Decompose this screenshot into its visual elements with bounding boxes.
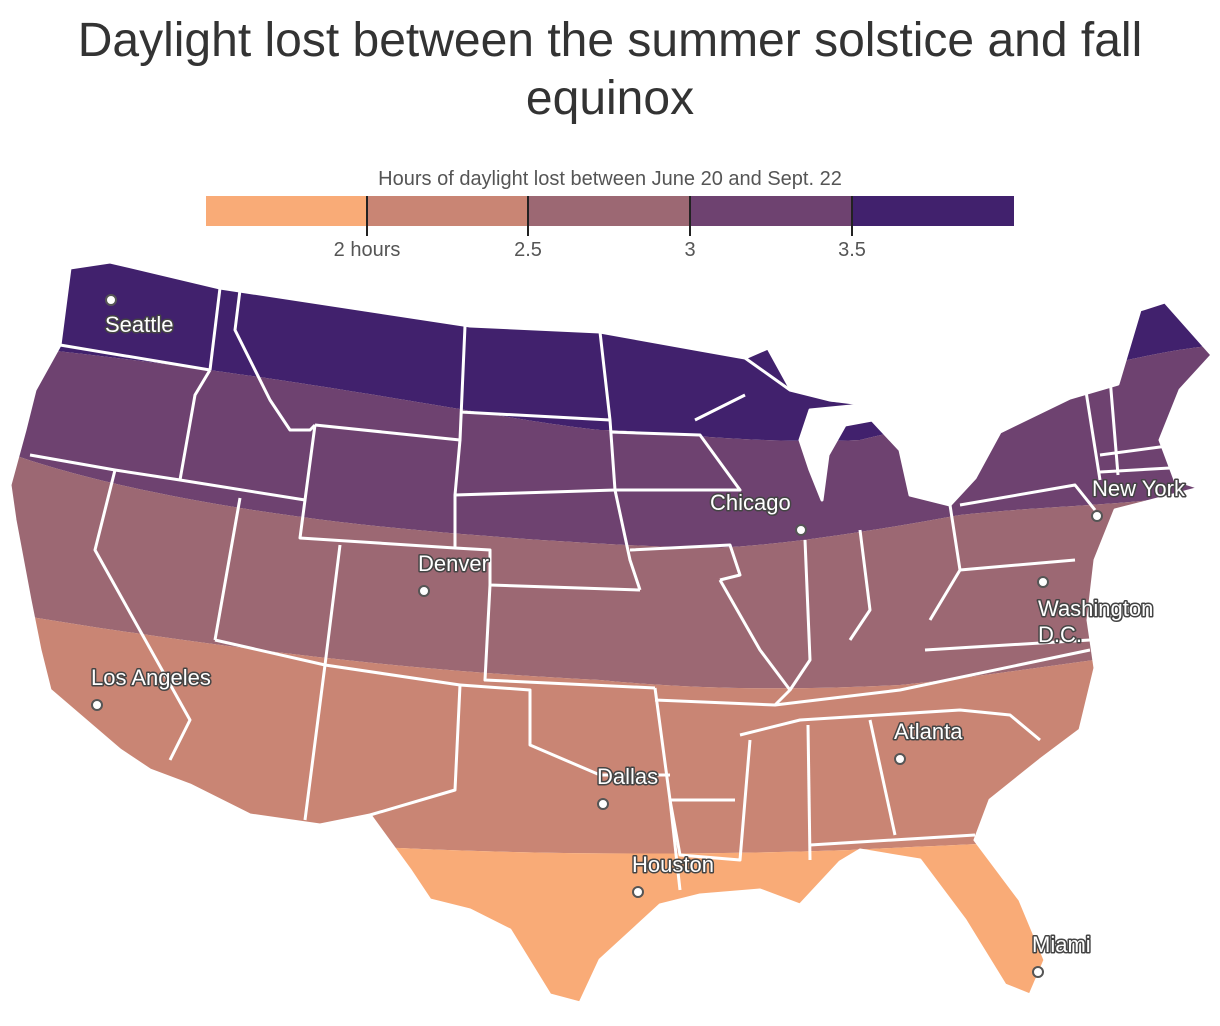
city-washington-dc: Washington D.C. <box>1037 576 1160 649</box>
legend-tick-label-1: 2 hours <box>333 239 401 261</box>
border-in-oh <box>848 529 872 641</box>
border-nd-sd <box>459 410 611 422</box>
border-ny-pa <box>959 483 1097 511</box>
city-markers: Seattle Chicago New York Denver Washingt… <box>90 294 1187 978</box>
border-ok-tx <box>459 683 670 777</box>
border-wa-id <box>208 287 222 371</box>
city-los-angeles: Los Angeles <box>90 664 212 711</box>
legend-tick-4 <box>851 196 853 236</box>
city-label: Denver <box>418 551 489 576</box>
city-dot <box>632 886 644 898</box>
chart-title: Daylight lost between the summer solstic… <box>77 14 1143 125</box>
city-miami: Miami <box>1031 931 1092 978</box>
border-ms-al <box>806 724 812 861</box>
state-borders <box>8 260 1214 1005</box>
city-dot <box>1032 966 1044 978</box>
border-tn-south <box>739 708 1041 742</box>
border-al-ga <box>868 719 897 836</box>
border-il-in <box>788 539 812 691</box>
legend-tick-3 <box>689 196 691 236</box>
city-seattle: Seattle <box>104 294 175 339</box>
city-dot <box>1091 510 1103 522</box>
city-label: New York <box>1092 476 1186 501</box>
legend-title: Hours of daylight lost between June 20 a… <box>378 168 842 190</box>
city-dot <box>597 798 609 810</box>
city-label: Chicago <box>710 490 791 515</box>
city-dot <box>1037 576 1049 588</box>
border-pa-md <box>959 558 1076 572</box>
city-dallas: Dallas <box>596 763 660 810</box>
city-label: Los Angeles <box>91 665 211 690</box>
city-label: Dallas <box>597 764 658 789</box>
legend-tick-2 <box>527 196 529 236</box>
legend-tick-label-2: 2.5 <box>514 239 542 261</box>
city-dot <box>418 585 430 597</box>
city-dot <box>105 294 117 306</box>
band-2.5-to-3-hours <box>10 450 1212 689</box>
city-label-line-2: D.C. <box>1038 622 1082 647</box>
city-dot <box>795 524 807 536</box>
legend-tick-label-3: 3 <box>684 239 696 261</box>
city-label: Seattle <box>105 312 174 337</box>
city-label-line-1: Washington <box>1038 596 1153 621</box>
legend-swatch-1 <box>206 196 368 226</box>
border-wa-or <box>59 343 211 372</box>
border-ne-ks <box>454 546 641 592</box>
city-dot <box>91 699 103 711</box>
border-new-england <box>1083 377 1176 481</box>
border-mn-ia-wi <box>609 430 742 492</box>
city-new-york: New York <box>1091 475 1187 522</box>
band-under-2-hours <box>10 835 1212 1003</box>
city-dot <box>894 753 906 765</box>
city-label: Atlanta <box>894 719 963 744</box>
legend-swatch-2 <box>367 196 530 226</box>
border-ne-ia <box>613 489 642 591</box>
legend-tick-label-4: 3.5 <box>838 239 866 261</box>
legend-swatch-5 <box>852 196 1014 226</box>
border-nv-ut <box>213 497 242 641</box>
legend-tick-1 <box>366 196 368 236</box>
border-ar-la-ms <box>668 739 752 862</box>
border-va-nc <box>924 638 1091 652</box>
border-ky-tn <box>774 648 1091 707</box>
border-ga-fl <box>809 833 976 847</box>
border-ut-co <box>323 544 342 666</box>
city-label: Houston <box>632 852 714 877</box>
legend-swatch-3 <box>529 196 691 226</box>
border-nm-tx <box>324 663 462 817</box>
border-ia-mo <box>629 543 742 582</box>
city-label: Washington D.C. <box>1038 596 1160 647</box>
border-wy-co <box>298 495 457 550</box>
city-chicago: Chicago <box>709 489 807 536</box>
band-2-to-2.5-hours <box>10 612 1212 854</box>
legend-swatch-4 <box>690 196 853 226</box>
city-atlanta: Atlanta <box>893 718 965 765</box>
border-mi-peninsula <box>694 356 871 422</box>
border-ca-nv <box>93 469 192 761</box>
border-nd-mn <box>598 331 617 491</box>
us-outline <box>8 260 1214 1005</box>
city-houston: Houston <box>631 851 715 898</box>
city-label: Miami <box>1032 932 1091 957</box>
color-legend <box>206 196 1014 226</box>
border-id-mt <box>233 289 317 432</box>
city-denver: Denver <box>417 550 490 597</box>
border-co-ks-ok <box>483 584 656 690</box>
border-la-tx <box>668 799 682 891</box>
